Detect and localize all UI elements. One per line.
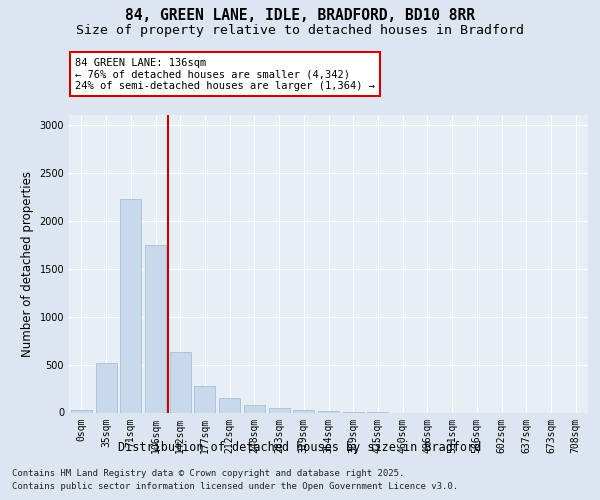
Y-axis label: Number of detached properties: Number of detached properties <box>21 171 34 357</box>
Bar <box>170 352 191 412</box>
Text: Size of property relative to detached houses in Bradford: Size of property relative to detached ho… <box>76 24 524 37</box>
Bar <box>71 410 92 412</box>
Bar <box>194 386 215 412</box>
Text: 84, GREEN LANE, IDLE, BRADFORD, BD10 8RR: 84, GREEN LANE, IDLE, BRADFORD, BD10 8RR <box>125 8 475 23</box>
Bar <box>120 200 141 412</box>
Bar <box>318 411 339 412</box>
Bar <box>269 408 290 412</box>
Text: 84 GREEN LANE: 136sqm
← 76% of detached houses are smaller (4,342)
24% of semi-d: 84 GREEN LANE: 136sqm ← 76% of detached … <box>75 58 375 90</box>
Text: Contains HM Land Registry data © Crown copyright and database right 2025.: Contains HM Land Registry data © Crown c… <box>12 469 404 478</box>
Text: Contains public sector information licensed under the Open Government Licence v3: Contains public sector information licen… <box>12 482 458 491</box>
Bar <box>293 410 314 412</box>
Bar <box>95 362 116 412</box>
Bar <box>244 405 265 412</box>
Bar <box>219 398 240 412</box>
Text: Distribution of detached houses by size in Bradford: Distribution of detached houses by size … <box>118 441 482 454</box>
Bar <box>145 244 166 412</box>
